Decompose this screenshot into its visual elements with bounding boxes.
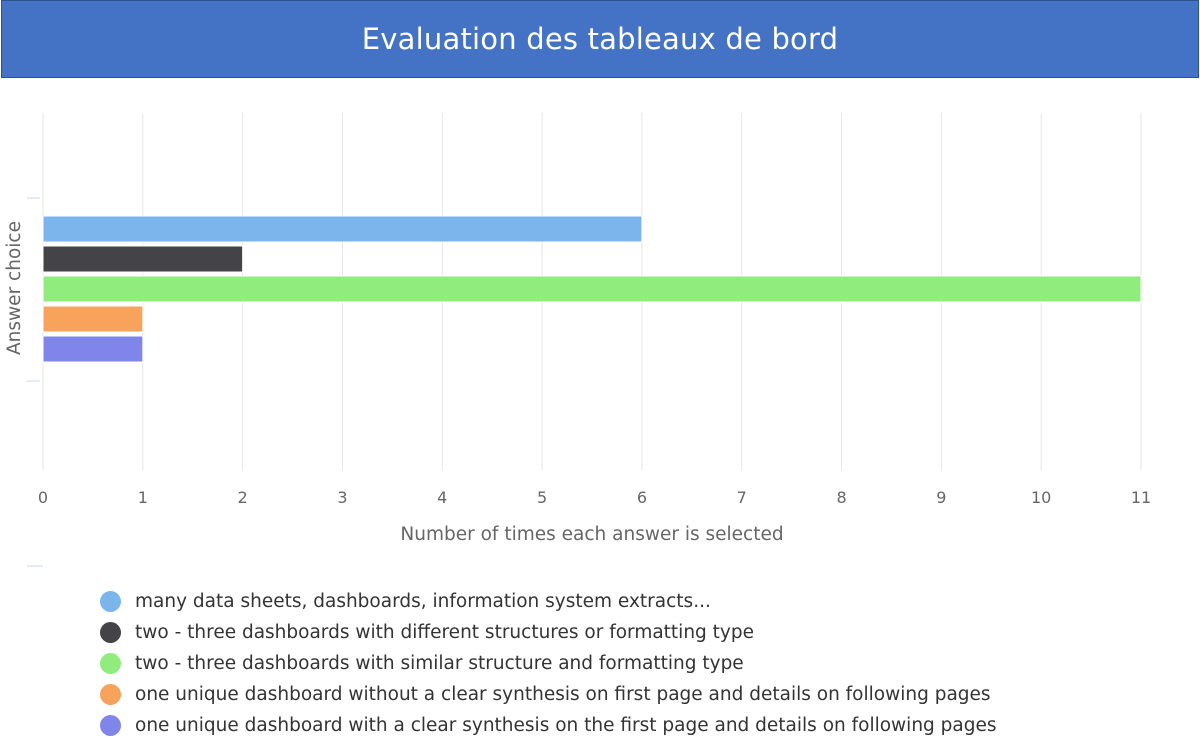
legend-label: two - three dashboards with different st… [135,622,755,643]
x-tick-label: 11 [1131,488,1151,507]
legend-swatch [100,715,121,736]
x-tick-label: 7 [737,488,747,507]
bar [42,245,244,273]
legend-item[interactable]: two - three dashboards with similar stru… [100,648,1190,679]
legend-label: many data sheets, dashboards, informatio… [135,591,711,612]
legend-swatch [100,591,121,612]
x-tick-label: 5 [537,488,547,507]
y-axis-title: Answer choice [4,221,25,355]
bar [42,275,1142,303]
x-tick-label: 1 [138,488,148,507]
bar [42,215,643,243]
legend-swatch [100,653,121,674]
legend-item[interactable]: one unique dashboard with a clear synthe… [100,710,1190,741]
x-tick-label: 0 [38,488,48,507]
chart-legend: many data sheets, dashboards, informatio… [100,586,1190,741]
x-axis-title: Number of times each answer is selected [400,524,783,545]
x-tick-label: 6 [637,488,647,507]
bar [42,305,144,333]
legend-item[interactable]: two - three dashboards with different st… [100,617,1190,648]
x-tick-label: 2 [238,488,248,507]
title-banner: Evaluation des tableaux de bord [1,0,1199,78]
legend-label: one unique dashboard without a clear syn… [135,684,991,705]
x-tick-label: 3 [337,488,347,507]
legend-item[interactable]: many data sheets, dashboards, informatio… [100,586,1190,617]
legend-item[interactable]: one unique dashboard without a clear syn… [100,679,1190,710]
bar [42,335,144,363]
page-title: Evaluation des tableaux de bord [361,22,839,56]
legend-label: two - three dashboards with similar stru… [135,653,744,674]
x-tick-label: 10 [1031,488,1051,507]
x-tick-label: 8 [836,488,846,507]
legend-swatch [100,684,121,705]
bar-chart: 0 1 2 3 4 5 6 7 8 9 10 11 Number of times each answe… [4,113,1151,567]
legend-label: one unique dashboard with a clear synthe… [135,715,997,736]
x-tick-label: 4 [437,488,447,507]
x-tick-label: 9 [936,488,946,507]
legend-swatch [100,622,121,643]
